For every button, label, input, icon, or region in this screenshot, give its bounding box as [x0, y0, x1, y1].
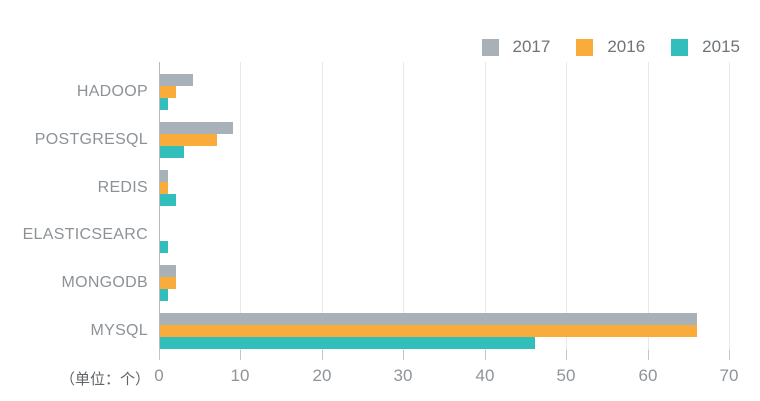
gridline-x-50: [566, 62, 567, 350]
x-tick-label-70: 70: [719, 366, 739, 385]
bar-group-elasticsearc: [160, 217, 729, 253]
legend-item-2016[interactable]: 2016: [576, 37, 645, 57]
category-label-mysql: MYSQL: [90, 322, 148, 339]
x-tick-30: [403, 350, 404, 360]
bar-redis-2016: [160, 182, 168, 194]
bar-mongodb-2017: [160, 265, 176, 277]
bar-mysql-2015: [160, 337, 535, 349]
bar-mongodb-2015: [160, 289, 168, 301]
legend-label-2015: 2015: [702, 37, 740, 56]
bar-hadoop-2015: [160, 98, 168, 110]
category-label-hadoop: HADOOP: [76, 83, 148, 100]
x-tick-40: [485, 350, 486, 360]
legend-label-2017: 2017: [512, 37, 551, 56]
bar-elasticsearc-2015: [160, 241, 168, 253]
gridline-x-70: [729, 62, 730, 350]
bar-postgresql-2017: [160, 122, 233, 134]
legend: 2017 2016 2015: [481, 37, 740, 57]
gridline-x-60: [648, 62, 649, 350]
category-label-elasticsearc: ELASTICSEARC: [22, 226, 148, 243]
bar-mysql-2016: [160, 325, 697, 337]
x-tick-0: [159, 350, 160, 360]
plot-area: [159, 62, 730, 350]
unit-label: （单位：个）: [59, 371, 150, 388]
gridline-x-30: [403, 62, 404, 350]
legend-label-2016: 2016: [607, 37, 646, 56]
bar-mysql-2017: [160, 313, 697, 325]
bar-hadoop-2017: [160, 74, 193, 86]
x-tick-60: [648, 350, 649, 360]
x-tick-label-20: 20: [312, 366, 332, 385]
bar-group-mysql: [160, 313, 729, 349]
x-tick-label-40: 40: [475, 366, 495, 385]
gridline-x-40: [485, 62, 486, 350]
gridline-x-20: [322, 62, 323, 350]
bar-group-mongodb: [160, 265, 729, 301]
x-tick-label-0: 0: [154, 366, 164, 385]
legend-swatch-2017: [481, 38, 499, 56]
bar-group-hadoop: [160, 74, 729, 110]
bar-mongodb-2016: [160, 277, 176, 289]
bar-group-postgresql: [160, 122, 729, 158]
bar-redis-2015: [160, 194, 176, 206]
bar-group-redis: [160, 170, 729, 206]
gridline-x-10: [240, 62, 241, 350]
bar-postgresql-2016: [160, 134, 217, 146]
x-tick-label-60: 60: [638, 366, 658, 385]
x-tick-70: [729, 350, 730, 360]
category-label-postgresql: POSTGRESQL: [34, 131, 148, 148]
category-axis: HADOOP POSTGRESQL REDIS ELASTICSEARC MONGODB…: [0, 62, 148, 350]
x-tick-label-10: 10: [230, 366, 250, 385]
x-tick-label-30: 30: [393, 366, 413, 385]
x-tick-10: [240, 350, 241, 360]
x-tick-label-50: 50: [556, 366, 576, 385]
bar-redis-2017: [160, 170, 168, 182]
legend-swatch-2015: [671, 38, 689, 56]
legend-item-2015[interactable]: 2015: [671, 37, 740, 57]
bar-hadoop-2016: [160, 86, 176, 98]
legend-swatch-2016: [576, 38, 594, 56]
x-tick-20: [322, 350, 323, 360]
category-label-mongodb: MONGODB: [61, 274, 148, 291]
bar-postgresql-2015: [160, 146, 184, 158]
legend-item-2017[interactable]: 2017: [481, 37, 551, 57]
y-axis-line: [159, 62, 160, 350]
category-label-redis: REDIS: [97, 179, 148, 196]
x-tick-50: [566, 350, 567, 360]
